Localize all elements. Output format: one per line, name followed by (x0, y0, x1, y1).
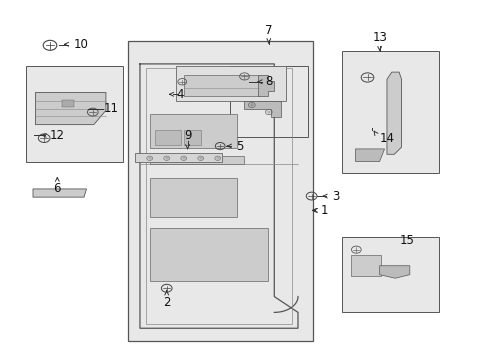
Text: 9: 9 (183, 130, 191, 143)
Bar (229, 66, 307, 137)
Bar (149, 114, 236, 148)
Text: 8: 8 (265, 75, 272, 88)
Bar (26, 66, 122, 162)
Bar (149, 228, 267, 281)
Polygon shape (244, 82, 268, 94)
Bar (341, 237, 438, 312)
Bar (351, 255, 380, 276)
Polygon shape (244, 102, 281, 117)
Text: 6: 6 (54, 182, 61, 195)
Text: 4: 4 (176, 88, 183, 101)
Bar (183, 130, 201, 144)
Bar (176, 66, 285, 102)
Text: 7: 7 (264, 24, 272, 37)
Polygon shape (355, 149, 384, 161)
Text: 5: 5 (236, 140, 243, 153)
Text: 11: 11 (103, 102, 118, 115)
Text: 12: 12 (50, 129, 65, 142)
Bar (135, 153, 222, 162)
Text: 13: 13 (371, 31, 386, 44)
Text: 1: 1 (320, 204, 327, 217)
Polygon shape (35, 93, 106, 125)
Polygon shape (258, 75, 273, 96)
Bar (127, 41, 312, 341)
Bar (154, 130, 181, 144)
Text: 15: 15 (399, 234, 414, 247)
Bar (183, 75, 259, 96)
Polygon shape (379, 266, 409, 278)
Bar (149, 177, 236, 217)
Bar (149, 157, 244, 165)
Text: 3: 3 (331, 190, 339, 203)
Text: 10: 10 (73, 38, 88, 51)
Text: 14: 14 (379, 132, 394, 145)
Bar (145, 68, 291, 324)
Text: 2: 2 (163, 296, 170, 309)
Bar (341, 51, 438, 173)
Polygon shape (33, 189, 86, 197)
Polygon shape (386, 72, 401, 154)
Bar (62, 100, 74, 107)
